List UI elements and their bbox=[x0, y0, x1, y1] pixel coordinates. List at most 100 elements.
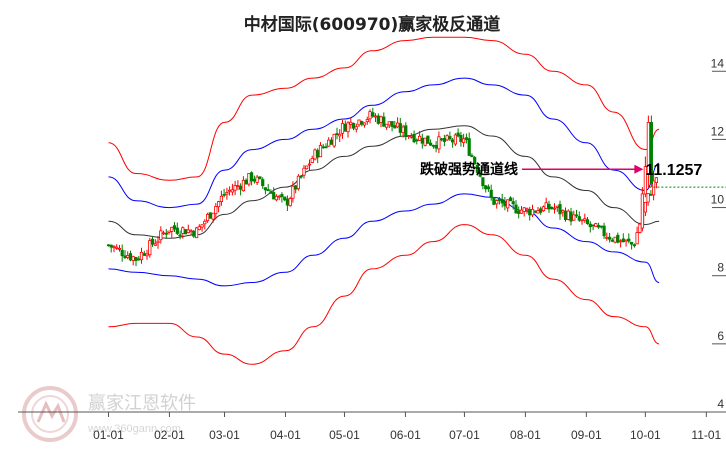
candle bbox=[244, 178, 248, 185]
y-tick-label: 4 bbox=[717, 397, 724, 411]
candle bbox=[338, 129, 342, 142]
candle bbox=[349, 118, 353, 129]
candle bbox=[591, 224, 595, 231]
candle bbox=[274, 194, 279, 202]
candle bbox=[376, 113, 380, 125]
candle bbox=[514, 200, 518, 214]
candle bbox=[252, 175, 256, 184]
candle bbox=[203, 219, 207, 230]
candle bbox=[475, 163, 480, 176]
candle bbox=[384, 123, 389, 130]
candle bbox=[426, 135, 430, 144]
candle bbox=[255, 175, 259, 185]
candle bbox=[340, 120, 345, 139]
x-tick-label: 02-01 bbox=[154, 428, 185, 442]
candle bbox=[365, 116, 369, 125]
candle bbox=[272, 187, 276, 200]
candle bbox=[313, 148, 317, 161]
candle bbox=[280, 192, 284, 203]
candle bbox=[610, 237, 614, 243]
candle bbox=[241, 176, 245, 192]
candle bbox=[635, 226, 639, 245]
candle bbox=[126, 251, 130, 260]
channel-upper-inner bbox=[108, 77, 660, 209]
candle bbox=[522, 207, 526, 217]
candle bbox=[164, 229, 168, 239]
candle bbox=[547, 200, 551, 213]
candle bbox=[360, 120, 364, 127]
candle bbox=[208, 212, 212, 219]
candle bbox=[550, 206, 554, 210]
x-tick-label: 04-01 bbox=[270, 428, 301, 442]
candle bbox=[302, 165, 306, 179]
candle bbox=[120, 244, 124, 262]
candle bbox=[288, 196, 292, 207]
candle bbox=[131, 255, 135, 266]
candle bbox=[437, 131, 441, 153]
candle bbox=[569, 207, 573, 226]
channel-lower-inner bbox=[108, 193, 660, 287]
annotation-label: 跌破强势通道线 bbox=[420, 161, 518, 178]
candle bbox=[189, 229, 193, 235]
candle bbox=[335, 127, 339, 140]
candle bbox=[225, 187, 229, 200]
candle bbox=[541, 205, 546, 212]
x-tick-label: 11-01 bbox=[691, 428, 721, 442]
candle bbox=[574, 210, 579, 218]
candle bbox=[594, 222, 598, 227]
candle bbox=[464, 133, 469, 144]
candle bbox=[305, 165, 309, 170]
candle bbox=[409, 133, 413, 139]
candle bbox=[649, 115, 653, 188]
candle bbox=[362, 122, 367, 128]
candle bbox=[285, 195, 290, 211]
candle bbox=[139, 247, 144, 264]
candle bbox=[134, 256, 138, 267]
candle bbox=[109, 244, 113, 253]
candle bbox=[117, 245, 122, 252]
candle bbox=[544, 197, 548, 209]
candle bbox=[357, 119, 361, 127]
candle bbox=[148, 237, 152, 258]
candle bbox=[508, 196, 513, 202]
candle bbox=[470, 153, 474, 158]
candle bbox=[619, 239, 623, 248]
candle bbox=[613, 236, 617, 244]
watermark-logo bbox=[22, 386, 78, 442]
candle bbox=[630, 241, 634, 250]
candle bbox=[453, 133, 458, 146]
candle bbox=[214, 203, 218, 220]
candle bbox=[533, 210, 537, 214]
candle bbox=[478, 169, 482, 178]
y-tick-label: 12 bbox=[711, 124, 725, 138]
candle bbox=[420, 133, 424, 149]
candle bbox=[261, 177, 265, 189]
candle bbox=[329, 137, 334, 145]
candle bbox=[324, 143, 328, 149]
candle bbox=[511, 197, 515, 210]
candle bbox=[481, 177, 485, 190]
candle bbox=[486, 184, 491, 192]
candle bbox=[153, 239, 157, 247]
x-tick-label: 05-01 bbox=[329, 428, 360, 442]
candle bbox=[175, 222, 179, 236]
candle bbox=[608, 233, 612, 243]
candle bbox=[646, 192, 650, 206]
candle bbox=[638, 222, 642, 234]
candle bbox=[632, 243, 637, 248]
candle bbox=[299, 175, 303, 179]
candle bbox=[266, 184, 270, 192]
candle bbox=[467, 132, 471, 157]
candle bbox=[484, 185, 488, 193]
candle bbox=[150, 236, 155, 247]
y-tick-label: 8 bbox=[717, 261, 724, 275]
candle bbox=[296, 174, 301, 191]
candle bbox=[373, 113, 378, 122]
candle bbox=[530, 204, 535, 217]
candle bbox=[588, 221, 592, 233]
channel-lower-outer bbox=[108, 224, 660, 365]
candle bbox=[404, 122, 408, 141]
y-tick-label: 6 bbox=[717, 329, 724, 343]
candle bbox=[211, 212, 215, 223]
